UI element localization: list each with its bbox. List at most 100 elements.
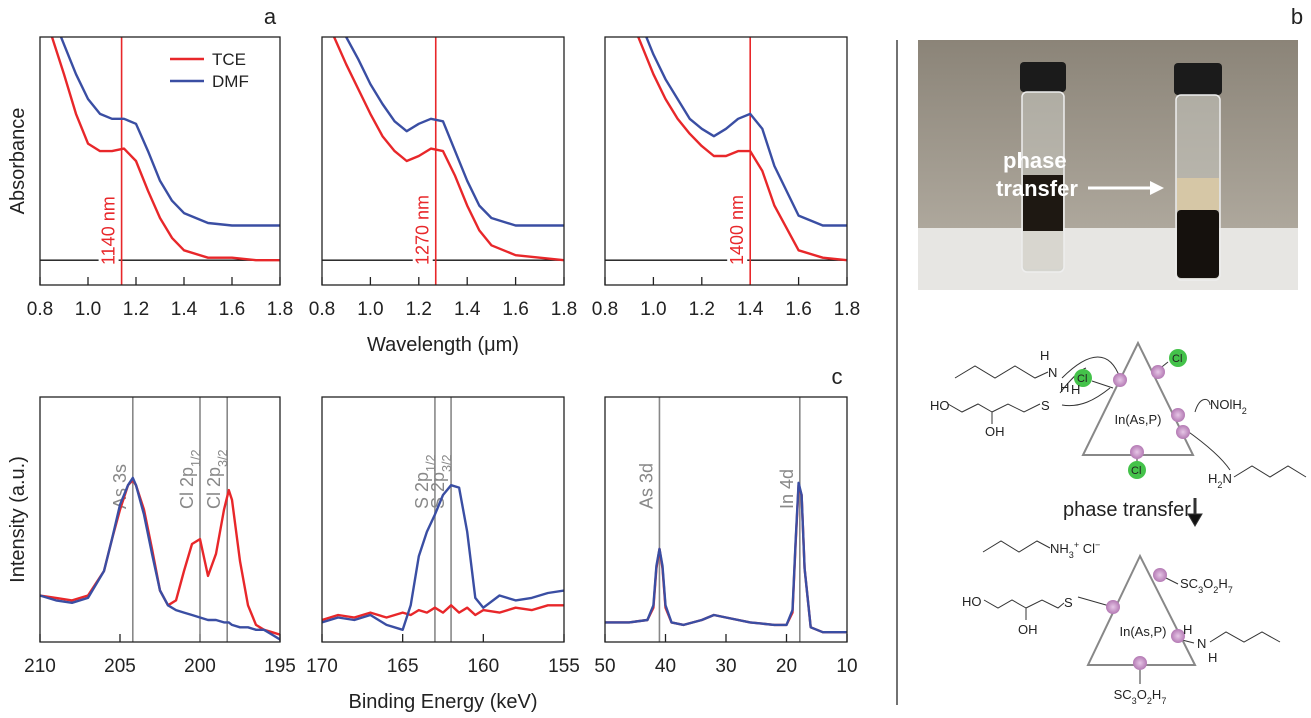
atom-label: SC3O2H7 bbox=[1114, 687, 1167, 706]
chart: 0.8 1.0 1.2 1.4 1.6 1.8 1270 nm Wavelength (μm) bbox=[309, 36, 577, 356]
text-part: Cl bbox=[1172, 353, 1182, 365]
scheme-labels: H N H HO OH S H Cl Cl Cl In(As,P) NOlH2 … bbox=[930, 348, 1247, 706]
panel-label: c bbox=[832, 364, 843, 389]
x-tick-label: 40 bbox=[655, 656, 676, 677]
text-part: N bbox=[1222, 471, 1231, 486]
x-tick-label: 160 bbox=[467, 656, 499, 677]
text-part: Cl bbox=[1131, 465, 1141, 477]
text-part: H bbox=[1218, 576, 1227, 591]
text-part: 2 bbox=[1217, 480, 1222, 490]
marker-label: 1270 nm bbox=[413, 195, 433, 265]
series-line bbox=[50, 37, 280, 262]
x-tick-label: 170 bbox=[306, 656, 338, 677]
text-part: H bbox=[1183, 622, 1192, 637]
atom-label: N bbox=[1197, 636, 1206, 651]
text-part: N bbox=[1197, 636, 1206, 651]
scheme-atoms bbox=[1074, 349, 1190, 670]
text-part: HO bbox=[930, 398, 950, 413]
x-tick-label: 1.2 bbox=[123, 299, 149, 320]
x-tick-label: 200 bbox=[184, 656, 216, 677]
text-part: Cl bbox=[1079, 541, 1095, 556]
text-part: H bbox=[1152, 687, 1161, 702]
atom-label: H bbox=[1060, 380, 1069, 395]
photo-text: phase bbox=[1003, 148, 1067, 173]
atom-label: NOlH2 bbox=[1210, 397, 1247, 416]
text-part: HO bbox=[962, 594, 982, 609]
text-part: + bbox=[1074, 540, 1079, 550]
x-tick-label: 1.6 bbox=[502, 299, 528, 320]
series-line bbox=[40, 479, 280, 636]
x-tick-label: 1.8 bbox=[834, 299, 860, 320]
x-tick-label: 1.0 bbox=[640, 299, 666, 320]
panel-label: b bbox=[1291, 4, 1303, 29]
text-part: 3/2 bbox=[216, 449, 230, 467]
text-part: 1/2 bbox=[189, 449, 203, 467]
atom-label: H2N bbox=[1208, 471, 1232, 490]
core-label: In(As,P) bbox=[1115, 412, 1162, 427]
text-part: Cl 2p bbox=[204, 467, 224, 509]
panel-label: a bbox=[264, 4, 277, 29]
text-part: phase transfer bbox=[1063, 499, 1191, 521]
atom-label: S bbox=[1041, 398, 1050, 413]
y-axis-label: Intensity (a.u.) bbox=[7, 456, 29, 583]
text-part: 1140 nm bbox=[99, 196, 119, 265]
atom-label: N bbox=[1048, 365, 1057, 380]
text-part: H bbox=[1060, 380, 1069, 395]
text-part: In(As,P) bbox=[1120, 624, 1167, 639]
x-tick-label: 1.6 bbox=[785, 299, 811, 320]
x-axis-label: Binding Energy (keV) bbox=[349, 691, 538, 713]
atom-label: OH bbox=[985, 424, 1005, 439]
atom-label: OH bbox=[1018, 622, 1038, 637]
text-part: H bbox=[1208, 471, 1217, 486]
x-tick-label: 30 bbox=[715, 656, 736, 677]
text-part: S bbox=[1064, 595, 1073, 610]
text-part: S 2p bbox=[428, 472, 448, 509]
text-part: 7 bbox=[1161, 696, 1166, 706]
text-part: O bbox=[1137, 687, 1147, 702]
text-part: 7 bbox=[1228, 585, 1233, 595]
text-part: N bbox=[1048, 365, 1057, 380]
series-line bbox=[40, 476, 280, 641]
label-bg bbox=[98, 183, 119, 269]
atom-label: H bbox=[1183, 622, 1192, 637]
x-tick-label: 1.2 bbox=[406, 299, 432, 320]
x-tick-label: 20 bbox=[776, 656, 797, 677]
atom-label: HO bbox=[962, 594, 982, 609]
marker-label: 1400 nm bbox=[727, 195, 747, 265]
marker-label: In 4d bbox=[777, 469, 797, 509]
x-tick-label: 1.0 bbox=[75, 299, 101, 320]
marker-label: S 2p3/2 bbox=[428, 454, 454, 509]
atom-label: H bbox=[1208, 650, 1217, 665]
text-part: H bbox=[1071, 382, 1080, 397]
x-tick-label: 1.8 bbox=[267, 299, 293, 320]
step-label: phase transfer bbox=[1063, 499, 1191, 521]
text-part: H bbox=[1208, 650, 1217, 665]
text-part: 2 bbox=[1147, 696, 1152, 706]
x-tick-label: 1.4 bbox=[454, 299, 481, 320]
chart: 0.8 1.0 1.2 1.4 1.6 1.8 1400 nm bbox=[592, 36, 860, 320]
series-line bbox=[333, 37, 564, 262]
atom-label: Cl bbox=[1172, 353, 1182, 365]
plot-frame bbox=[39, 396, 281, 643]
text-part: SC bbox=[1180, 576, 1198, 591]
atom-label: NH3+ Cl− bbox=[1050, 540, 1100, 560]
atom-label: H bbox=[1071, 382, 1080, 397]
x-tick-label: 155 bbox=[548, 656, 580, 677]
x-tick-label: 210 bbox=[24, 656, 56, 677]
x-tick-label: 0.8 bbox=[592, 299, 618, 320]
text-part: 3 bbox=[1069, 550, 1074, 560]
series-line bbox=[322, 484, 564, 631]
text-part: SC bbox=[1114, 687, 1132, 702]
text-part: OH bbox=[985, 424, 1005, 439]
text-part: NH bbox=[1050, 541, 1069, 556]
text-part: 3 bbox=[1132, 696, 1137, 706]
plot-frame bbox=[321, 396, 565, 643]
text-part: S 2p bbox=[412, 472, 432, 509]
text-part: As 3d bbox=[636, 463, 656, 509]
plot-frame bbox=[321, 36, 565, 286]
chart: 0.8 1.0 1.2 1.4 1.6 1.8 1140 nm TCE DMF Absorbanc… bbox=[7, 4, 293, 320]
series-line bbox=[344, 37, 564, 227]
x-tick-label: 1.2 bbox=[689, 299, 715, 320]
x-tick-label: 195 bbox=[264, 656, 296, 677]
